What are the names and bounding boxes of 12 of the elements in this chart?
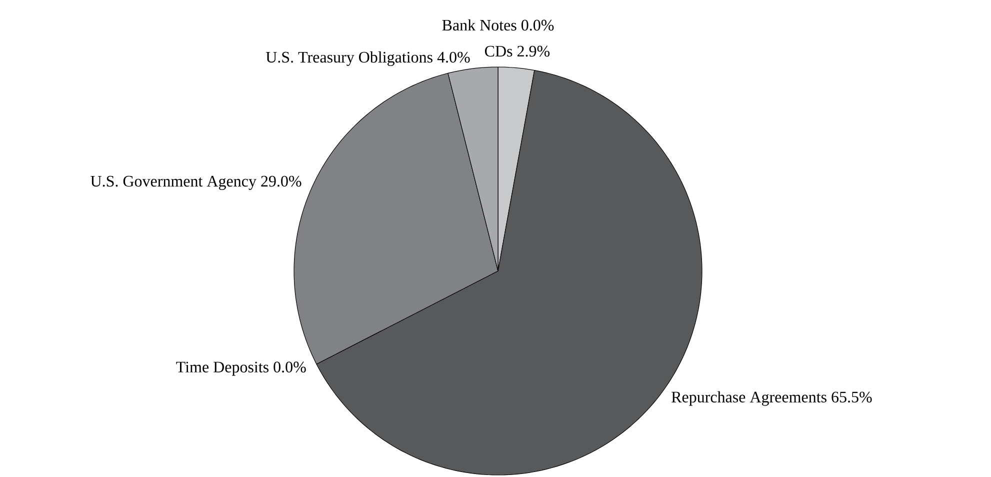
text: 0.0%: [274, 362, 306, 373]
data-label: 29.0%: [261, 176, 302, 187]
text: 0.0%: [522, 20, 554, 31]
category-label: Time Deposits: [176, 362, 268, 376]
slice-label: U.S. Government Agency: [90, 176, 256, 190]
slice-label: CDs: [484, 46, 512, 57]
category-label: Bank Notes: [442, 19, 516, 31]
slice-label: U.S. Treasury Obligations: [266, 51, 432, 66]
data-label: 2.9%: [517, 46, 550, 57]
data-label: 4.0%: [437, 52, 470, 63]
slice-label: Repurchase Agreements: [672, 391, 826, 406]
data-label: 65.5%: [832, 392, 872, 403]
